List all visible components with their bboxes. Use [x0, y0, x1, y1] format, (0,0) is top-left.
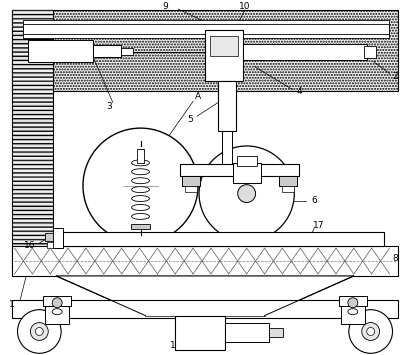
Bar — [224, 323, 269, 343]
Circle shape — [52, 298, 62, 308]
Bar — [242, 44, 366, 60]
Bar — [204, 30, 242, 82]
Bar — [45, 233, 53, 241]
Bar — [130, 224, 150, 229]
Text: 10: 10 — [238, 1, 250, 11]
Bar — [56, 232, 383, 246]
Ellipse shape — [131, 178, 149, 184]
Circle shape — [347, 298, 357, 308]
Text: 9: 9 — [162, 1, 168, 11]
Bar — [120, 48, 132, 55]
Bar — [185, 186, 197, 192]
Text: 1: 1 — [9, 300, 14, 309]
Circle shape — [366, 328, 374, 335]
Text: 2: 2 — [392, 72, 397, 81]
Bar — [236, 156, 256, 166]
Text: 5: 5 — [187, 115, 193, 124]
Circle shape — [237, 185, 255, 202]
Bar — [209, 36, 237, 56]
Circle shape — [361, 323, 379, 340]
Ellipse shape — [131, 160, 149, 166]
Text: 4: 4 — [296, 87, 301, 96]
Bar — [269, 328, 283, 338]
Ellipse shape — [131, 187, 149, 193]
Circle shape — [30, 323, 48, 340]
Circle shape — [198, 146, 294, 241]
Text: 3: 3 — [106, 102, 111, 111]
Bar — [11, 246, 398, 276]
Bar — [11, 10, 398, 91]
Bar — [175, 316, 224, 350]
Bar — [43, 296, 71, 306]
Text: 17: 17 — [312, 221, 324, 230]
Bar — [23, 20, 388, 38]
Bar — [182, 176, 200, 186]
Bar — [340, 306, 364, 323]
Bar — [136, 149, 144, 163]
Circle shape — [83, 128, 198, 243]
Bar — [11, 10, 53, 268]
Circle shape — [348, 310, 391, 353]
Text: A: A — [195, 92, 201, 101]
Bar — [279, 176, 297, 186]
Text: 18: 18 — [169, 341, 180, 350]
Bar — [221, 131, 231, 166]
Text: 8: 8 — [392, 253, 398, 263]
Circle shape — [18, 310, 61, 353]
Polygon shape — [56, 276, 353, 316]
Bar — [338, 296, 366, 306]
Ellipse shape — [131, 169, 149, 175]
Bar — [180, 164, 299, 176]
Bar — [232, 163, 260, 183]
Ellipse shape — [52, 308, 62, 315]
Ellipse shape — [131, 196, 149, 202]
Bar — [23, 24, 388, 34]
Bar — [363, 46, 375, 58]
Ellipse shape — [131, 213, 149, 219]
Text: 16: 16 — [24, 241, 35, 250]
Bar — [47, 242, 53, 248]
Bar — [45, 306, 69, 323]
Ellipse shape — [347, 308, 357, 315]
Bar — [11, 300, 398, 318]
Circle shape — [35, 328, 43, 335]
Bar — [28, 40, 93, 62]
Text: 15: 15 — [149, 238, 161, 247]
Text: 7: 7 — [192, 181, 198, 190]
Bar — [93, 45, 120, 57]
Ellipse shape — [131, 204, 149, 211]
Bar — [53, 228, 63, 248]
Bar — [185, 316, 224, 333]
Bar — [217, 82, 235, 131]
Text: 6: 6 — [310, 196, 316, 205]
Bar — [282, 186, 294, 192]
